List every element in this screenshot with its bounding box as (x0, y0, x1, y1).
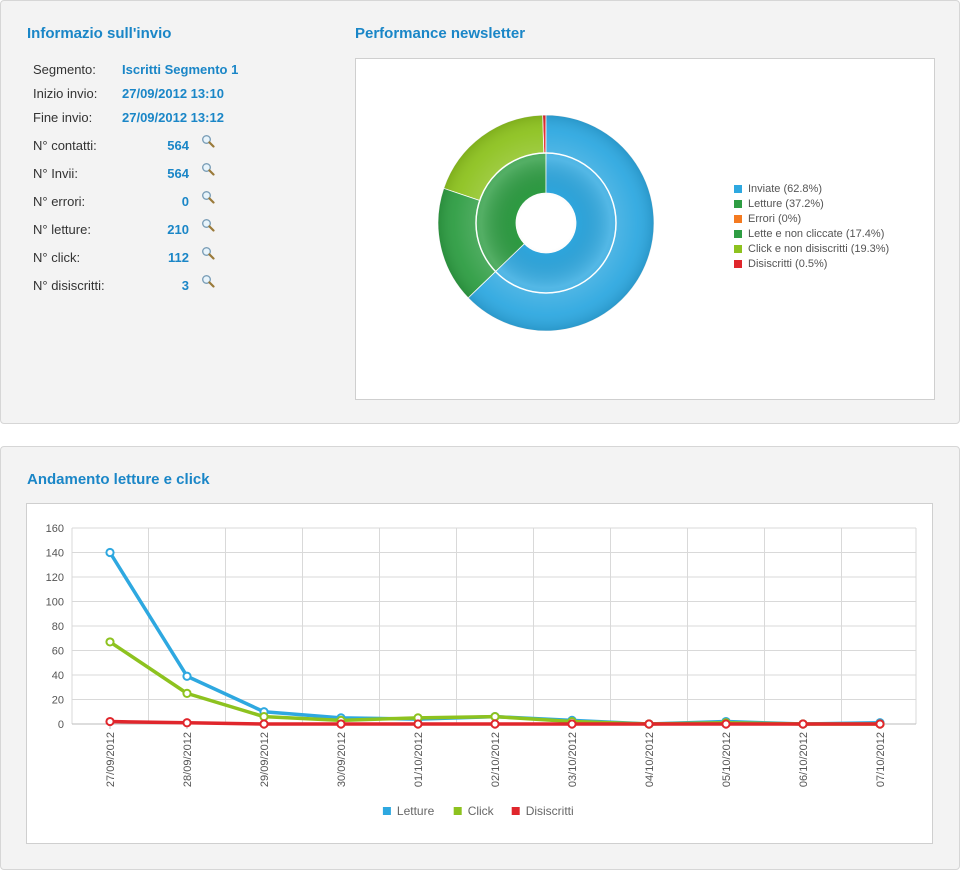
x-tick-label: 29/09/2012 (259, 732, 271, 787)
data-point[interactable]: Disiscritti: 2 (105, 716, 115, 727)
y-tick-label: 80 (52, 621, 64, 633)
info-value: 210 (167, 222, 189, 237)
info-panel: Informazio sull'invio Segmento: Iscritti… (0, 0, 960, 424)
legend-label[interactable]: Disiscritti (526, 804, 574, 818)
data-point[interactable]: Click: 6 (490, 712, 500, 722)
performance-title: Performance newsletter (355, 25, 526, 42)
info-label: N° letture: (33, 222, 91, 237)
x-tick-label: 02/10/2012 (490, 732, 502, 787)
info-value: 0 (181, 194, 189, 209)
legend-label[interactable]: Letture (397, 804, 435, 818)
legend-swatch (734, 185, 742, 193)
x-tick-label: 28/09/2012 (182, 732, 194, 787)
info-value: 564 (167, 138, 189, 153)
y-tick-label: 120 (46, 572, 64, 584)
info-value: Iscritti Segmento 1 (122, 62, 239, 77)
donut-chart-container: Disiscritti (0.5%) Click e non disiscritt… (355, 58, 935, 400)
data-point[interactable]: Disiscritti: 0 (413, 719, 423, 729)
x-tick-label: 03/10/2012 (567, 732, 579, 787)
y-tick-label: 60 (52, 646, 64, 658)
info-label: Segmento: (33, 62, 96, 77)
data-point[interactable]: Disiscritti: 0 (721, 719, 731, 729)
info-value: 112 (168, 250, 189, 265)
legend-swatch (734, 215, 742, 223)
magnifier-icon[interactable] (201, 274, 215, 288)
info-title: Informazio sull'invio (27, 25, 172, 42)
info-label: Inizio invio: (33, 86, 98, 101)
line-chart-container: Letture: 140Letture: 39Letture: 10Lettur… (26, 503, 933, 844)
y-tick-label: 140 (46, 548, 64, 560)
x-tick-label: 05/10/2012 (721, 732, 733, 787)
legend-label: Click e non disiscritti (19.3%) (748, 243, 890, 255)
legend-swatch (511, 807, 520, 815)
data-point[interactable]: Click: 67 (105, 637, 115, 647)
legend-swatch (453, 807, 462, 815)
x-tick-label: 27/09/2012 (105, 732, 117, 787)
data-point[interactable]: Letture: 140 (105, 547, 115, 558)
data-point[interactable]: Disiscritti: 0 (875, 719, 885, 729)
data-point[interactable]: Click: 25 (182, 688, 192, 698)
info-value: 27/09/2012 13:12 (122, 110, 224, 125)
data-point[interactable]: Disiscritti: 0 (798, 719, 808, 729)
data-point[interactable]: Disiscritti: 0 (259, 719, 269, 729)
y-tick-label: 160 (46, 523, 64, 535)
y-tick-label: 100 (46, 597, 64, 609)
legend-swatch (734, 245, 742, 253)
y-tick-label: 40 (52, 670, 64, 682)
x-tick-label: 01/10/2012 (413, 732, 425, 787)
data-point[interactable]: Disiscritti: 0 (567, 719, 577, 729)
legend-label[interactable]: Click (468, 804, 495, 818)
data-point[interactable]: Disiscritti: 0 (644, 719, 654, 729)
data-point[interactable]: Disiscritti: 0 (490, 719, 500, 729)
info-label: N° click: (33, 250, 81, 265)
magnifier-icon[interactable] (201, 190, 215, 204)
magnifier-icon[interactable] (201, 134, 215, 148)
y-tick-label: 0 (58, 719, 64, 731)
magnifier-icon[interactable] (201, 162, 215, 176)
line-chart: Letture: 140Letture: 39Letture: 10Lettur… (46, 523, 917, 818)
info-label: N° disiscritti: (33, 278, 105, 293)
data-point[interactable]: Disiscritti: 0 (336, 719, 346, 729)
legend-swatch (734, 200, 742, 208)
legend-label: Disiscritti (0.5%) (748, 258, 828, 270)
legend-swatch (734, 260, 742, 268)
x-tick-label: 07/10/2012 (875, 732, 887, 787)
info-value: 27/09/2012 13:10 (122, 86, 224, 101)
data-point[interactable]: Letture: 39 (182, 671, 192, 681)
info-label: N° errori: (33, 194, 86, 209)
legend-label: Lette e non cliccate (17.4%) (748, 228, 885, 240)
info-label: N° contatti: (33, 138, 97, 153)
legend-swatch (734, 230, 742, 238)
y-tick-label: 20 (52, 695, 64, 707)
magnifier-icon[interactable] (201, 246, 215, 260)
data-point[interactable]: Click: 6 (259, 712, 269, 722)
legend-label: Inviate (62.8%) (748, 183, 822, 195)
info-label: Fine invio: (33, 110, 93, 125)
info-value: 3 (181, 278, 189, 293)
legend-label: Letture (37.2%) (748, 198, 824, 210)
info-label: N° Invii: (33, 166, 78, 181)
legend-swatch (382, 807, 391, 815)
x-tick-label: 04/10/2012 (644, 732, 656, 787)
data-point[interactable]: Disiscritti: 1 (182, 718, 192, 728)
trend-title: Andamento letture e click (27, 471, 210, 488)
info-value: 564 (167, 166, 189, 181)
x-tick-label: 30/09/2012 (336, 732, 348, 787)
legend-label: Errori (0%) (748, 213, 802, 225)
magnifier-icon[interactable] (201, 218, 215, 232)
x-tick-label: 06/10/2012 (798, 732, 810, 787)
